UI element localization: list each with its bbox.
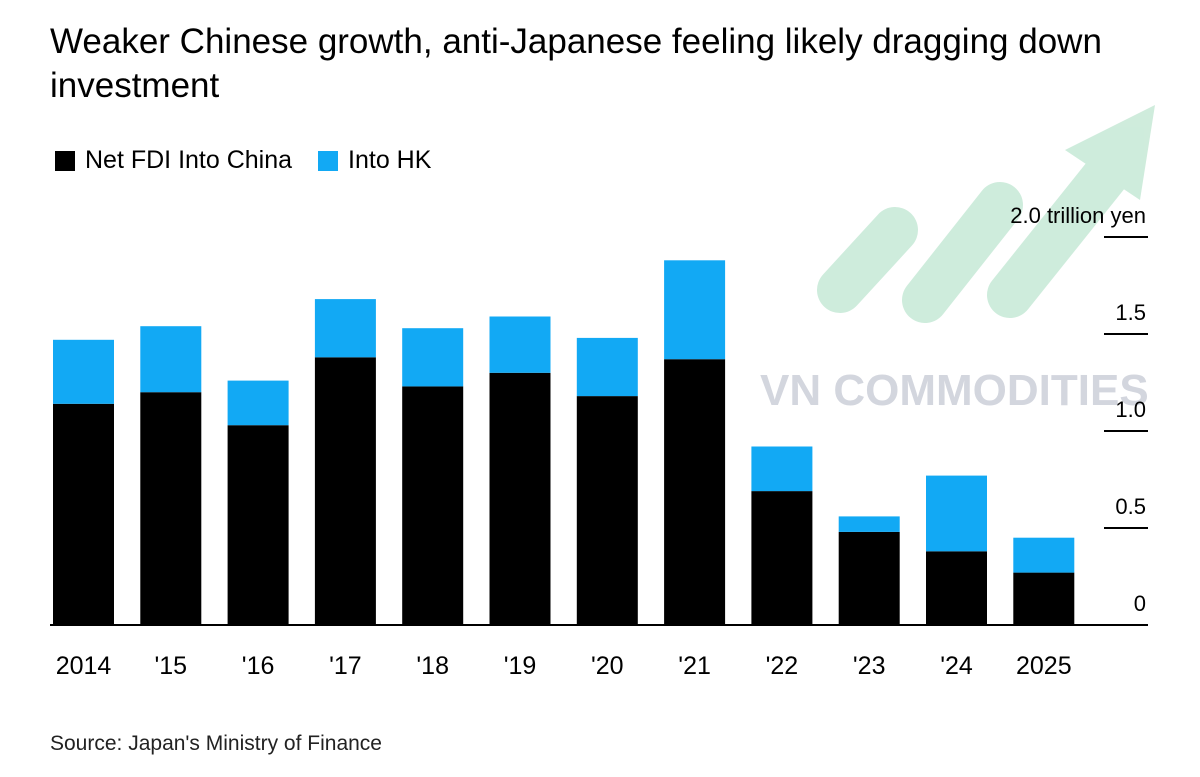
bar-china-1 <box>140 392 202 625</box>
legend-item-hk: Into HK <box>318 146 431 175</box>
bar-china-3 <box>314 357 376 625</box>
bar-china-10 <box>926 551 987 625</box>
x-tick-label-5: '19 <box>504 652 537 680</box>
x-tick-label-3: '17 <box>329 652 362 680</box>
bar-china-2 <box>227 425 289 625</box>
bar-hk-5 <box>489 316 551 373</box>
bar-china-0 <box>53 403 114 625</box>
chart-title: Weaker Chinese growth, anti-Japanese fee… <box>50 22 1102 105</box>
bar-hk-0 <box>53 339 114 404</box>
x-tick-label-8: '22 <box>766 652 799 680</box>
legend-swatch-hk <box>318 150 339 171</box>
bar-hk-6 <box>576 337 638 397</box>
bar-china-9 <box>838 531 900 625</box>
legend: Net FDI Into China Into HK <box>55 146 457 175</box>
y-tick-label-3: 1.5 <box>1115 300 1146 325</box>
bar-hk-9 <box>838 516 900 532</box>
bar-hk-10 <box>926 475 987 552</box>
legend-swatch-china <box>55 150 75 171</box>
watermark-logo: VN COMMODITIES <box>760 105 1155 415</box>
watermark-text: VN COMMODITIES <box>760 366 1149 415</box>
x-tick-label-4: '18 <box>416 652 449 680</box>
x-tick-label-2: '16 <box>242 652 275 680</box>
legend-label-hk: Into HK <box>348 146 432 174</box>
source-note: Source: Japan's Ministry of Finance <box>50 732 382 755</box>
bar-hk-3 <box>314 299 376 358</box>
bar-china-8 <box>751 491 813 625</box>
bar-hk-4 <box>402 328 464 387</box>
legend-item-china: Net FDI Into China <box>55 146 292 175</box>
bar-china-7 <box>664 359 726 625</box>
y-tick-label-0: 0 <box>1134 591 1146 616</box>
bar-hk-1 <box>140 326 202 393</box>
bar-hk-8 <box>751 446 813 492</box>
y-tick-label-1: 0.5 <box>1115 494 1146 519</box>
bar-china-5 <box>489 372 551 625</box>
x-tick-label-9: '23 <box>853 652 886 680</box>
bar-hk-7 <box>664 260 726 360</box>
bar-hk-2 <box>227 380 289 426</box>
x-tick-label-11: 2025 <box>1016 652 1072 680</box>
y-tick-label-4: 2.0 trillion yen <box>1010 203 1146 228</box>
watermark-arrow-icon <box>817 105 1155 323</box>
bar-china-11 <box>1013 572 1075 625</box>
x-tick-label-0: 2014 <box>56 652 112 680</box>
x-tick-label-7: '21 <box>678 652 711 680</box>
y-tick-label-2: 1.0 <box>1115 397 1146 422</box>
x-tick-label-6: '20 <box>591 652 624 680</box>
x-tick-label-1: '15 <box>155 652 188 680</box>
x-tick-label-10: '24 <box>940 652 973 680</box>
bar-china-6 <box>576 396 638 625</box>
legend-label-china: Net FDI Into China <box>85 146 293 174</box>
bar-hk-11 <box>1013 537 1075 573</box>
bar-china-4 <box>402 386 464 625</box>
